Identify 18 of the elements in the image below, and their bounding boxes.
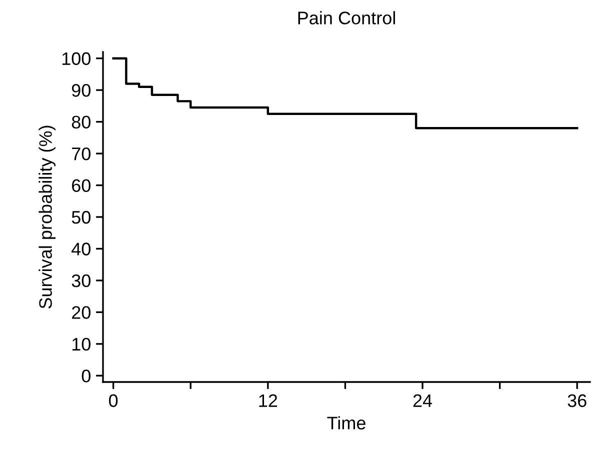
y-axis-title: Survival probability (%) [38,126,56,308]
y-tick-label: 0 [82,370,90,382]
y-tick-label: 30 [72,274,90,288]
y-tick-label: 90 [72,84,90,97]
y-tick-label: 70 [72,147,90,160]
x-tick-label: 24 [413,394,432,407]
y-tick-label: 80 [72,116,90,129]
y-tick-label: 10 [72,338,90,351]
y-tick-label: 20 [72,306,90,319]
y-tick-label: 40 [72,242,90,256]
chart-title: Pain Control [298,11,395,24]
x-axis-title: Time [327,416,366,430]
y-tick-label: 100 [62,52,90,66]
x-tick-label: 12 [259,394,278,407]
y-tick-label: 60 [72,179,90,192]
y-tick-label: 50 [72,210,90,224]
x-tick-label: 0 [108,394,118,408]
x-tick-label: 36 [568,394,586,408]
